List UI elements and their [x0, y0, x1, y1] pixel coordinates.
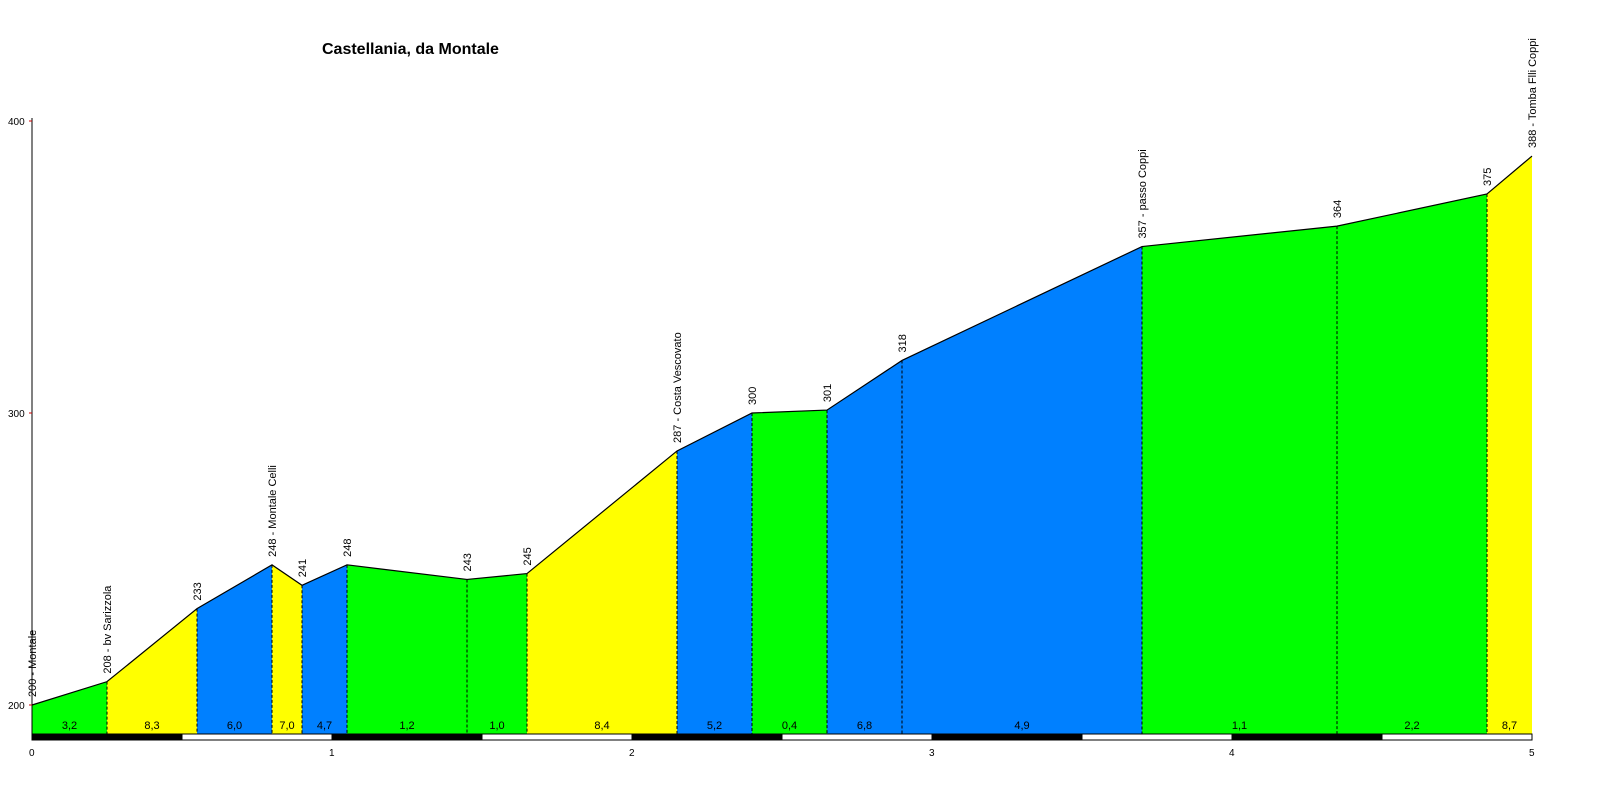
point-label: 287 - Costa Vescovato: [672, 332, 684, 443]
scale-bar-block: [181, 733, 333, 741]
segment-area: [302, 564, 347, 735]
gradient-label: 6,0: [227, 720, 242, 732]
gradient-label: 3,2: [62, 720, 77, 732]
scale-bar-block: [631, 733, 783, 741]
gradient-label: 5,2: [707, 720, 722, 732]
gradient-label: 0,4: [782, 720, 797, 732]
y-tick-label: 300: [8, 409, 25, 420]
point-label: 241: [297, 559, 309, 577]
segment-area: [272, 564, 302, 735]
x-tick-label: 2: [629, 748, 635, 759]
segment-area: [827, 360, 902, 735]
segment-area: [527, 450, 677, 735]
point-label: 388 - Tomba Flli Coppi: [1527, 38, 1539, 148]
scale-bar-block: [1381, 733, 1533, 741]
point-label: 233: [192, 582, 204, 600]
segment-area: [467, 573, 527, 735]
gradient-label: 7,0: [279, 720, 294, 732]
segment-area: [347, 564, 467, 735]
scale-bar-block: [931, 733, 1083, 741]
segment-area: [32, 681, 107, 735]
gradient-label: 6,8: [857, 720, 872, 732]
scale-bar-block: [1231, 733, 1383, 741]
x-tick-label: 0: [29, 748, 35, 759]
gradient-label: 4,7: [317, 720, 332, 732]
segment-area: [1142, 226, 1337, 735]
point-label: 318: [897, 334, 909, 352]
segment-area: [677, 413, 752, 735]
profile-line: [31, 155, 1533, 706]
gradient-label: 8,7: [1502, 720, 1517, 732]
y-tick-label: 400: [8, 117, 25, 128]
gradient-label: 4,9: [1014, 720, 1029, 732]
x-tick-label: 4: [1229, 748, 1235, 759]
segment-area: [902, 246, 1142, 735]
scale-bar-block: [1081, 733, 1233, 741]
segment-area: [752, 410, 827, 735]
point-label: 300: [747, 387, 759, 405]
x-tick-label: 1: [329, 748, 335, 759]
x-tick-label: 3: [929, 748, 935, 759]
segment-area: [1337, 194, 1487, 735]
gradient-label: 2,2: [1404, 720, 1419, 732]
point-label: 248: [342, 538, 354, 556]
segment-area: [1487, 156, 1532, 736]
scale-bar-block: [781, 733, 933, 741]
x-tick-label: 5: [1529, 748, 1535, 759]
point-label: 208 - bv Sarizzola: [102, 585, 114, 674]
point-label: 243: [462, 553, 474, 571]
scale-bar-block: [31, 733, 183, 741]
chart-title: Castellania, da Montale: [322, 41, 499, 58]
point-label: 375: [1482, 168, 1494, 186]
point-label: 357 - passo Coppi: [1137, 149, 1149, 238]
point-label: 364: [1332, 200, 1344, 218]
segment-area: [197, 564, 272, 735]
point-label: 301: [822, 384, 834, 402]
gradient-label: 1,2: [399, 720, 414, 732]
point-label: 200 - Montale: [27, 630, 39, 697]
gradient-label: 1,1: [1232, 720, 1247, 732]
gradient-label: 8,3: [144, 720, 159, 732]
scale-bar-block: [331, 733, 483, 741]
gradient-label: 8,4: [594, 720, 609, 732]
point-label: 248 - Montale Celli: [267, 465, 279, 557]
segment-area: [107, 608, 197, 735]
scale-bar-block: [481, 733, 633, 741]
y-tick-label: 200: [8, 701, 25, 712]
gradient-label: 1,0: [489, 720, 504, 732]
point-label: 245: [522, 547, 534, 565]
